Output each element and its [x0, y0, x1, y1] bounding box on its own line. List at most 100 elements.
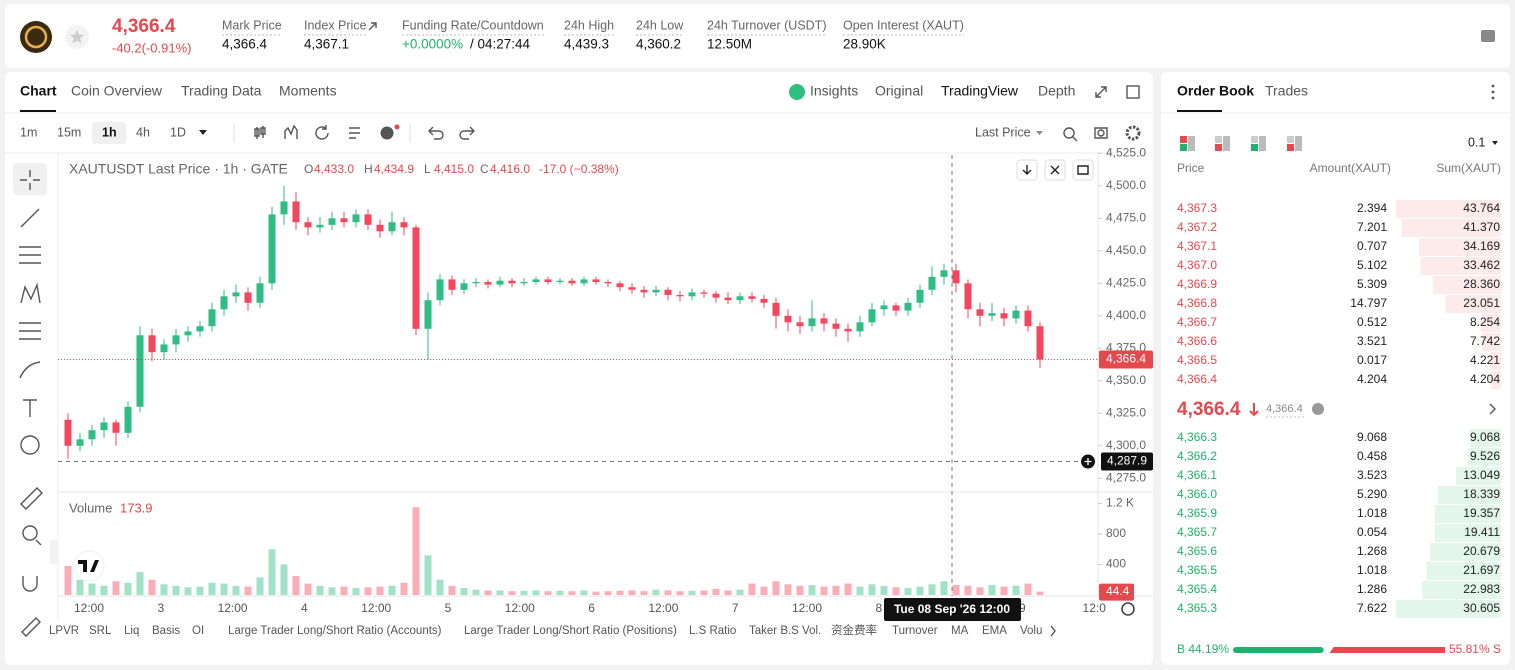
- emoji-tool[interactable]: [20, 435, 40, 455]
- view-tab[interactable]: TradingView: [941, 83, 1019, 99]
- interval-button[interactable]: 15m: [57, 125, 81, 139]
- maximize-icon[interactable]: [1077, 165, 1089, 175]
- ob-tab[interactable]: Order Book: [1177, 83, 1254, 99]
- indicator-tab[interactable]: OI: [192, 625, 204, 637]
- fullscreen-icon[interactable]: [1095, 86, 1107, 98]
- indicator-tab[interactable]: 资金费率: [831, 623, 877, 637]
- chart-tab[interactable]: Coin Overview: [71, 83, 163, 99]
- indicator-scroll[interactable]: [1050, 625, 1056, 637]
- layout-icon[interactable]: [1481, 30, 1495, 42]
- interval-button[interactable]: 1D: [170, 125, 186, 139]
- depth-bar: [1396, 200, 1501, 218]
- pencil-tool[interactable]: [21, 617, 41, 637]
- search-icon[interactable]: [1063, 127, 1078, 142]
- window-icon[interactable]: [1126, 85, 1140, 99]
- ob-layout-a[interactable]: [1287, 136, 1294, 143]
- template-icon[interactable]: [349, 127, 360, 139]
- more-dot[interactable]: [1491, 84, 1495, 88]
- volume-bar: [844, 583, 852, 595]
- indicator-tab[interactable]: Basis: [152, 625, 180, 637]
- collapse-handle[interactable]: [50, 540, 58, 564]
- volume-bar: [580, 590, 588, 595]
- indicator-tab[interactable]: Large Trader Long/Short Ratio (Positions…: [464, 625, 677, 637]
- volume-bar: [784, 584, 792, 595]
- time-settings[interactable]: [1121, 602, 1135, 616]
- camera-icon[interactable]: [1094, 127, 1108, 139]
- indicator-tab[interactable]: Liq: [124, 625, 139, 637]
- ob-price[interactable]: 4,365.6: [1177, 544, 1217, 558]
- ob-sum: 23.051: [1463, 296, 1500, 310]
- ob-price[interactable]: 4,366.9: [1177, 277, 1217, 291]
- brush-tool[interactable]: [19, 361, 41, 379]
- ob-price[interactable]: 4,366.4: [1177, 372, 1217, 386]
- ruler-tool[interactable]: [20, 487, 43, 510]
- ob-price[interactable]: 4,367.0: [1177, 258, 1217, 272]
- indicator-tab[interactable]: EMA: [982, 625, 1007, 637]
- indicator-icon[interactable]: [284, 124, 298, 139]
- ob-price[interactable]: 4,366.2: [1177, 449, 1217, 463]
- chart-control[interactable]: [1072, 159, 1094, 181]
- down-arrow[interactable]: [1249, 403, 1259, 417]
- pattern-tool[interactable]: [20, 282, 41, 304]
- y-tick-label: 4,525.0: [1106, 145, 1146, 159]
- ob-layout-a[interactable]: [1180, 136, 1187, 143]
- ob-price[interactable]: 4,367.1: [1177, 239, 1217, 253]
- chart-tab[interactable]: Chart: [20, 83, 57, 99]
- settings-icon[interactable]: [1125, 125, 1141, 141]
- ob-tab[interactable]: Trades: [1265, 83, 1308, 99]
- indicator-tab[interactable]: Turnover: [892, 625, 938, 637]
- redo-icon[interactable]: [459, 126, 475, 140]
- ob-layout-a[interactable]: [1215, 136, 1222, 143]
- parallel-tool[interactable]: [19, 246, 41, 264]
- ob-price[interactable]: 4,366.0: [1177, 487, 1217, 501]
- chart-tab[interactable]: Trading Data: [181, 83, 262, 99]
- view-tab[interactable]: Original: [875, 83, 923, 99]
- indicator-tab[interactable]: L.S Ratio: [689, 625, 736, 637]
- price-source[interactable]: Last Price: [975, 125, 1031, 139]
- interval-button[interactable]: 4h: [136, 125, 150, 139]
- ob-price[interactable]: 4,365.5: [1177, 563, 1217, 577]
- interval-button[interactable]: 1m: [20, 125, 37, 139]
- ob-precision[interactable]: 0.1: [1468, 135, 1485, 149]
- chart-tab[interactable]: Moments: [279, 83, 337, 99]
- replay-icon[interactable]: [315, 125, 329, 140]
- crosshair-tool[interactable]: [20, 170, 40, 190]
- ob-price[interactable]: 4,367.3: [1177, 201, 1217, 215]
- indicator-tab[interactable]: Taker B.S Vol.: [749, 625, 821, 637]
- ob-price[interactable]: 4,366.7: [1177, 315, 1217, 329]
- ob-price[interactable]: 4,366.5: [1177, 353, 1217, 367]
- magnet-tool[interactable]: [22, 576, 38, 592]
- candle-type-icon[interactable]: [254, 126, 266, 139]
- ob-price[interactable]: 4,365.7: [1177, 525, 1217, 539]
- indicator-tab[interactable]: Large Trader Long/Short Ratio (Accounts): [228, 625, 442, 637]
- text-tool[interactable]: [23, 399, 37, 417]
- ob-price[interactable]: 4,366.3: [1177, 430, 1217, 444]
- indicator-tab[interactable]: MA: [951, 625, 969, 637]
- external-link-icon[interactable]: [368, 22, 377, 31]
- volume-bar: [424, 555, 432, 595]
- more-dot[interactable]: [1491, 90, 1495, 94]
- indicator-tab[interactable]: LPVR: [49, 625, 79, 637]
- ob-price[interactable]: 4,366.8: [1177, 296, 1217, 310]
- ob-price[interactable]: 4,365.4: [1177, 582, 1217, 596]
- ob-layout-a[interactable]: [1251, 136, 1258, 143]
- alert-icon[interactable]: [380, 126, 394, 140]
- ob-price[interactable]: 4,365.9: [1177, 506, 1217, 520]
- trend-line-tool[interactable]: [20, 208, 40, 228]
- zoom-tool[interactable]: [22, 525, 42, 546]
- undo-icon[interactable]: [428, 126, 444, 140]
- fib-tool[interactable]: [19, 322, 41, 340]
- collapse-icon[interactable]: [1050, 165, 1060, 175]
- ob-price[interactable]: 4,366.1: [1177, 468, 1217, 482]
- indicator-tab[interactable]: Volu: [1020, 625, 1042, 637]
- indicator-tab[interactable]: SRL: [89, 625, 112, 637]
- ob-price[interactable]: 4,366.6: [1177, 334, 1217, 348]
- ob-price[interactable]: 4,365.3: [1177, 601, 1217, 615]
- ob-price[interactable]: 4,367.2: [1177, 220, 1217, 234]
- interval-button[interactable]: 1h: [102, 125, 117, 139]
- view-tab[interactable]: Depth: [1038, 83, 1075, 99]
- expand-chevron[interactable]: [1489, 403, 1496, 415]
- view-tab[interactable]: Insights: [810, 83, 858, 99]
- more-dot[interactable]: [1491, 96, 1495, 100]
- scroll-down-icon[interactable]: [1022, 165, 1032, 175]
